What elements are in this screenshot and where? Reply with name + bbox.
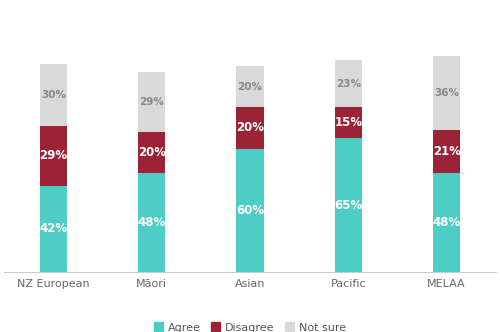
Text: 20%: 20% [238, 82, 262, 92]
Bar [40, 186, 67, 272]
Text: 21%: 21% [432, 145, 460, 158]
Bar [433, 56, 460, 130]
Bar [334, 107, 362, 138]
Bar [138, 132, 166, 173]
Text: 15%: 15% [334, 116, 362, 129]
Text: 30%: 30% [41, 90, 66, 100]
Text: 60%: 60% [236, 204, 264, 217]
Bar [334, 60, 362, 107]
Text: 20%: 20% [138, 146, 166, 159]
Bar [236, 107, 264, 148]
Text: 48%: 48% [432, 216, 461, 229]
Bar [40, 126, 67, 186]
Text: 48%: 48% [138, 216, 166, 229]
Text: 29%: 29% [40, 149, 68, 162]
Bar [138, 173, 166, 272]
Text: 42%: 42% [40, 222, 68, 235]
Text: 65%: 65% [334, 199, 362, 212]
Legend: Agree, Disagree, Not sure: Agree, Disagree, Not sure [150, 318, 350, 332]
Bar [433, 173, 460, 272]
Text: 36%: 36% [434, 88, 459, 98]
Bar [236, 148, 264, 272]
Bar [236, 66, 264, 107]
Text: 20%: 20% [236, 122, 264, 134]
Text: 29%: 29% [139, 97, 164, 107]
Text: 23%: 23% [336, 79, 361, 89]
Bar [138, 72, 166, 132]
Bar [40, 64, 67, 126]
Bar [433, 130, 460, 173]
Bar [334, 138, 362, 272]
